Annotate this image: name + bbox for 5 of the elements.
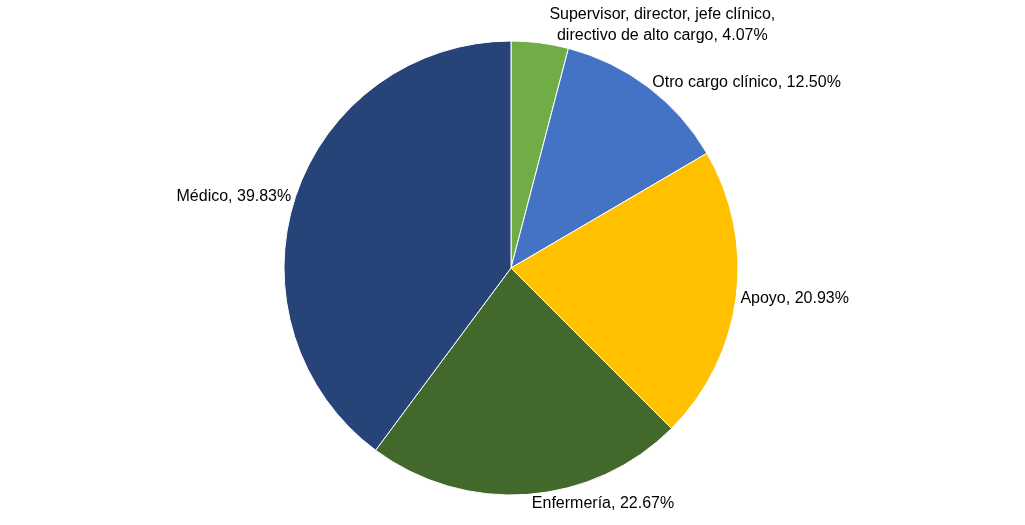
slice-label: Otro cargo clínico, 12.50%	[652, 73, 841, 91]
slice-label: Enfermería, 22.67%	[531, 494, 675, 512]
slice-label: Apoyo, 20.93%	[740, 288, 849, 306]
slice-label: Médico, 39.83%	[176, 187, 292, 205]
slice-label: Supervisor, director, jefe clínico, directivo de alto cargo, 4.07%	[549, 5, 776, 44]
